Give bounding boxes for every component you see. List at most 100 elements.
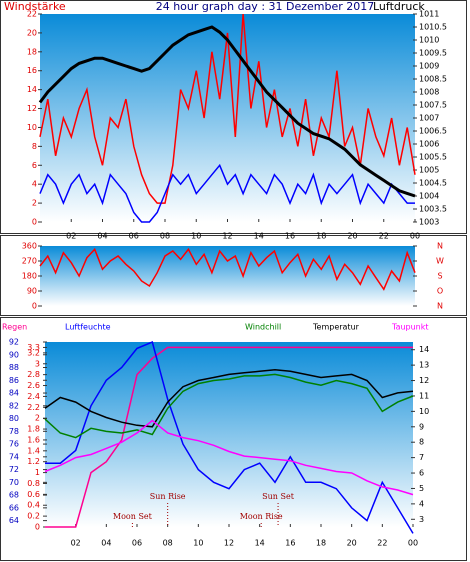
x-tick-label: 00 — [408, 539, 418, 548]
x-tick-label: 06 — [129, 232, 139, 241]
legend-label: Temperatur — [312, 323, 360, 332]
y3-tick-label: 6 — [419, 469, 424, 478]
y3-tick-label: 8 — [419, 438, 424, 447]
event-label: Moon Set — [113, 512, 153, 521]
legend-label: Luftfeuchte — [65, 323, 111, 332]
y-tick-label: 0.6 — [27, 490, 40, 499]
x-tick-label: 22 — [377, 539, 387, 548]
y3-tick-label: 7 — [419, 453, 424, 462]
x-tick-label: 04 — [101, 539, 111, 548]
y-tick-label: 20 — [27, 28, 37, 37]
y2-tick-label: 1008.5 — [419, 75, 447, 84]
y2-tick-label: 1006.5 — [419, 127, 447, 136]
x-tick-label: 18 — [316, 539, 326, 548]
x-tick-label: 02 — [71, 539, 81, 548]
x-tick-label: 10 — [193, 539, 203, 548]
y2-tick-label: 1010.5 — [419, 23, 447, 32]
y2-tick-label: 88 — [9, 363, 19, 372]
y2-tick-label: 1007 — [419, 114, 439, 123]
x-tick-label: 08 — [160, 232, 170, 241]
y2-tick-label: 1010 — [419, 36, 439, 45]
y-tick-label: 22 — [27, 10, 37, 19]
y-tick-label: 3.2 — [27, 348, 40, 357]
y3-tick-label: 12 — [419, 376, 429, 385]
y-tick-label: 1.6 — [27, 435, 40, 444]
y2-tick-label: 86 — [9, 376, 19, 385]
panel-frame — [0, 235, 467, 316]
y-tick-label: 0.4 — [27, 501, 40, 510]
y-tick-label: 2 — [35, 414, 40, 423]
y-tick-label: 0 — [32, 218, 37, 227]
y2-tick-label: 66 — [9, 503, 19, 512]
plot-background — [40, 14, 415, 222]
y-axis-title: Windstärke — [4, 0, 66, 13]
y2-tick-label: N — [437, 242, 443, 251]
y2-tick-label: 1004 — [419, 192, 439, 201]
legend-label: Windchill — [245, 323, 281, 332]
y3-tick-label: 5 — [419, 484, 424, 493]
series-line — [44, 373, 414, 439]
series-line — [38, 25, 416, 198]
y-tick-label: 0.2 — [27, 512, 40, 521]
y-tick-label: 14 — [27, 85, 37, 94]
panel-frame — [0, 317, 467, 561]
plot-background — [40, 246, 415, 306]
event-label: Moon Rise — [240, 512, 283, 521]
chart-title: 24 hour graph day : 31 Dezember 2017 — [156, 0, 375, 13]
y-tick-label: 1.8 — [27, 425, 40, 434]
legend-label: Regen — [2, 323, 27, 332]
y-tick-label: 18 — [27, 47, 37, 56]
y-tick-label: 2.6 — [27, 381, 40, 390]
y-tick-label: 3 — [35, 359, 40, 368]
x-tick-label: 00 — [410, 232, 420, 241]
y2-tick-label: 76 — [9, 440, 19, 449]
y2-tick-label: 1003.5 — [419, 205, 447, 214]
x-tick-label: 04 — [97, 232, 107, 241]
y2-tick-label: 1007.5 — [419, 101, 447, 110]
y-tick-label: 0 — [32, 302, 37, 311]
y-tick-label: 360 — [22, 242, 37, 251]
series-line — [44, 369, 414, 428]
y-tick-label: 1.2 — [27, 457, 40, 466]
y-tick-label: 12 — [27, 104, 37, 113]
y2-tick-label: 1005.5 — [419, 153, 447, 162]
series-line — [44, 419, 414, 496]
x-tick-label: 20 — [347, 232, 357, 241]
y-tick-label: 90 — [27, 287, 37, 296]
y2-tick-label: 1003 — [419, 218, 439, 227]
y-tick-label: 0 — [35, 523, 40, 532]
series-line — [39, 247, 416, 291]
y-tick-label: 16 — [27, 66, 37, 75]
y3-tick-label: 9 — [419, 422, 424, 431]
x-tick-label: 02 — [66, 232, 76, 241]
y2-tick-label: W — [436, 257, 444, 266]
y2-tick-label: 92 — [9, 338, 19, 347]
y-tick-label: 3.3 — [27, 343, 40, 352]
x-tick-label: 18 — [316, 232, 326, 241]
y2-tick-label: N — [437, 302, 443, 311]
y3-tick-label: 10 — [419, 407, 429, 416]
y-tick-label: 6 — [32, 161, 37, 170]
y3-tick-label: 3 — [419, 515, 424, 524]
y2-tick-label: 82 — [9, 401, 19, 410]
y2-tick-label: 90 — [9, 350, 19, 359]
x-tick-label: 16 — [285, 232, 295, 241]
x-tick-label: 14 — [255, 539, 265, 548]
y-tick-label: 0.8 — [27, 479, 40, 488]
y2-tick-label: 1006 — [419, 140, 439, 149]
y2-tick-label: 78 — [9, 427, 19, 436]
x-tick-label: 08 — [163, 539, 173, 548]
series-line — [45, 340, 414, 534]
y-tick-label: 2.2 — [27, 403, 40, 412]
y3-tick-label: 11 — [419, 391, 429, 400]
x-tick-label: 12 — [224, 539, 234, 548]
y2-tick-label: 1008 — [419, 88, 439, 97]
y3-tick-label: 4 — [419, 499, 424, 508]
y2-tick-label: 74 — [9, 452, 19, 461]
y-tick-label: 2.4 — [27, 392, 40, 401]
y2-tick-label: 1009.5 — [419, 49, 447, 58]
y2-tick-label: O — [437, 287, 443, 296]
y3-tick-label: 14 — [419, 345, 429, 354]
x-tick-label: 10 — [191, 232, 201, 241]
y-tick-label: 270 — [22, 257, 37, 266]
